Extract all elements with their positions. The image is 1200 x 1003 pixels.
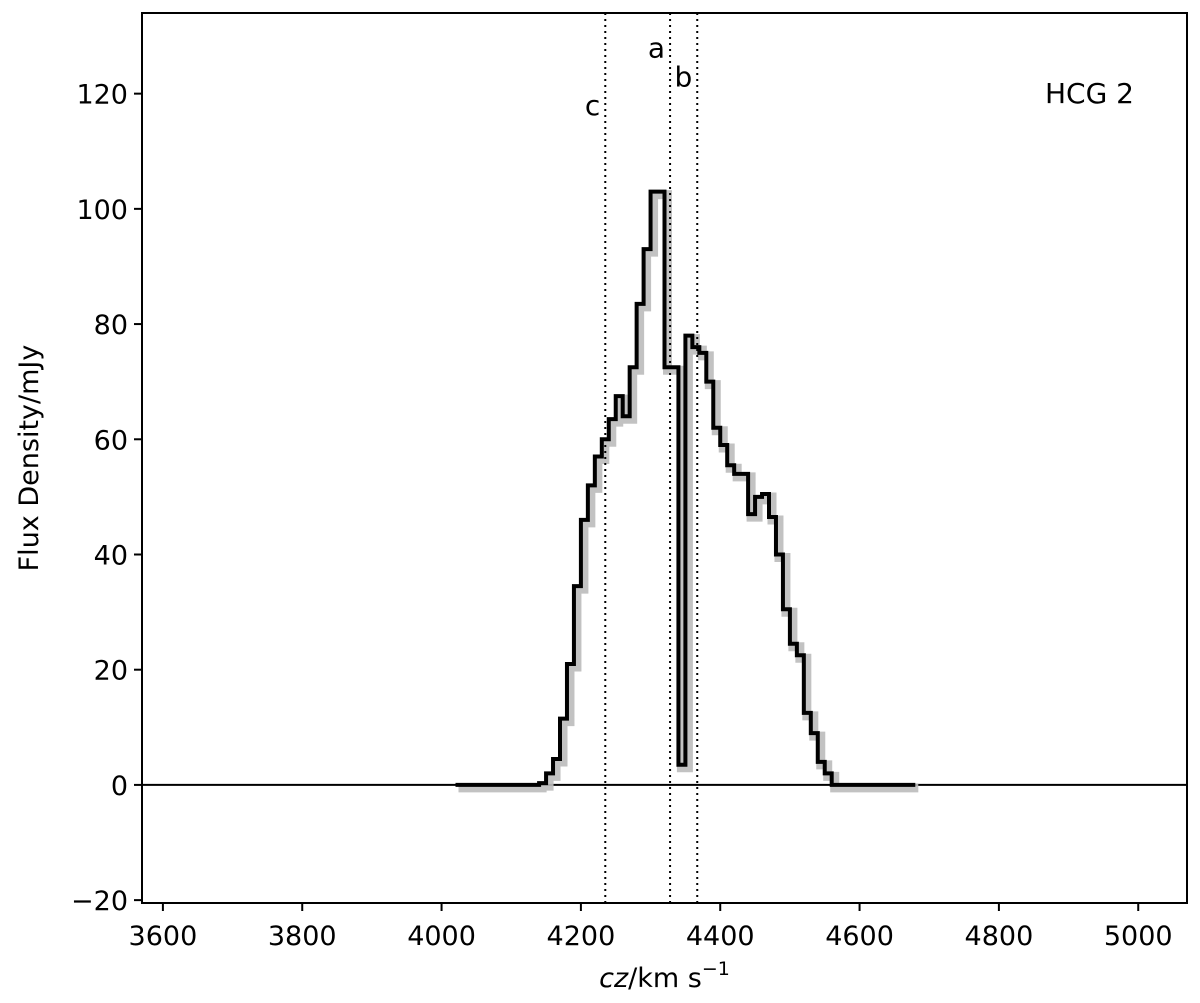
x-tick-label: 3600 [129, 921, 198, 952]
marker-label-a: a [648, 32, 665, 65]
y-axis-label: Flux Density/mJy [14, 345, 45, 572]
x-axis-label-variable: cz [599, 963, 629, 994]
y-tick-label: 60 [94, 425, 128, 456]
y-tick-label: 100 [76, 195, 128, 226]
plot-frame [141, 12, 1188, 904]
plot-area [142, 13, 1187, 903]
marker-label-c: c [585, 89, 600, 122]
x-tick-label: 4000 [407, 921, 476, 952]
marker-label-b: b [674, 60, 692, 93]
chart-annotation: HCG 2 [1045, 77, 1134, 110]
x-axis-label-unit: /km s [628, 963, 702, 994]
x-axis: 3600 3800 4000 4200 4400 4600 4800 5000 [129, 903, 1173, 952]
x-tick-label: 4400 [686, 921, 755, 952]
series-step-line [455, 189, 916, 787]
y-tick-label: 120 [76, 80, 128, 111]
x-tick-label: 3800 [268, 921, 337, 952]
x-axis-label: cz/km s−1 [599, 958, 730, 994]
y-axis: −20 0 20 40 60 80 100 120 [71, 80, 142, 917]
x-tick-label: 5000 [1104, 921, 1173, 952]
y-tick-label: 20 [94, 656, 128, 687]
series-error-band [458, 190, 919, 793]
x-tick-label: 4200 [547, 921, 616, 952]
y-tick-label: 0 [111, 771, 128, 802]
x-tick-label: 4600 [825, 921, 894, 952]
y-tick-label: −20 [71, 886, 128, 917]
x-axis-label-exponent: −1 [702, 958, 730, 980]
x-tick-label: 4800 [965, 921, 1034, 952]
y-tick-label: 80 [94, 310, 128, 341]
y-tick-label: 40 [94, 540, 128, 571]
